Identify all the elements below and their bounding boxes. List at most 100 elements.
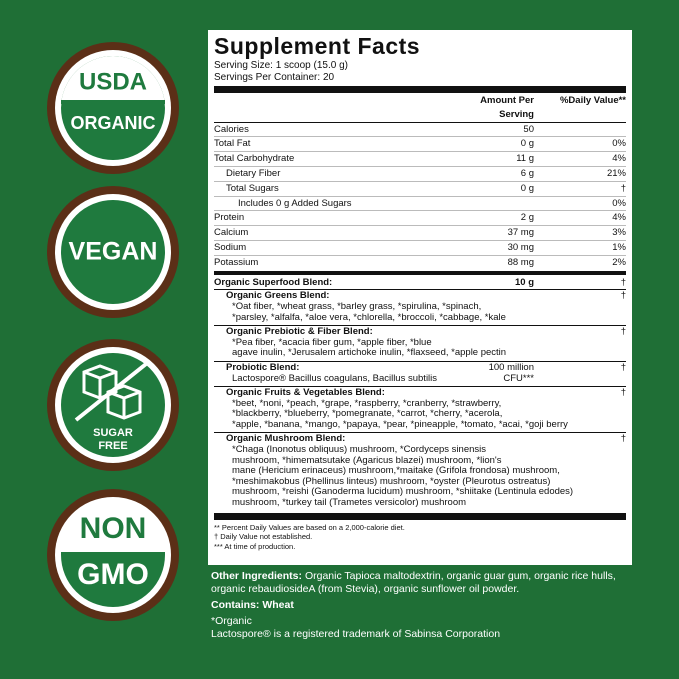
servings: Servings Per Container: 20 <box>214 72 335 83</box>
nutrient-name: Calories <box>214 123 249 135</box>
badge-text: GMO <box>77 558 149 591</box>
sub-blend-top: Organic Fruits & Vegetables Blend: † <box>214 388 626 399</box>
ingredient-line: mane (Hericium erinaceus) mushroom,*mait… <box>232 465 560 477</box>
sub-blend: Organic Prebiotic & Fiber Blend: † *Pea fi… <box>214 325 626 361</box>
contains: Contains: Wheat <box>211 599 294 611</box>
panel-title: Supplement Facts <box>214 33 421 59</box>
ingredient-line: Lactospore® Bacillus coagulans, Bacillus… <box>232 372 438 384</box>
sub-blend-left: Organic Prebiotic & Fiber Blend: <box>214 327 444 338</box>
sub-blend-amount <box>444 327 534 338</box>
nutrient-amount: 50 <box>523 123 534 135</box>
rule <box>214 270 626 275</box>
nutrient-dv: 0% <box>612 138 626 150</box>
nutrient-row: Total Carbohydrate 11 g 4% <box>214 151 626 166</box>
blend-dv: † <box>620 276 626 288</box>
nutrient-amount: 0 g <box>520 182 534 194</box>
ingredient-line: mushroom, *turkey tail (Trametes versico… <box>232 497 467 509</box>
ingredient-line: agave inulin, *Jerusalem artichoke inuli… <box>232 347 507 359</box>
sub-blend-top: Organic Prebiotic & Fiber Blend: † <box>214 327 626 338</box>
nutrient-amount: 6 g <box>520 167 534 179</box>
nutrient-name: Includes 0 g Added Sugars <box>238 197 352 209</box>
sub-blend-top: Organic Mushroom Blend: † <box>214 434 626 445</box>
other-info: Other Ingredients: Organic Tapioca malto… <box>211 570 641 644</box>
nutrient-name: Total Fat <box>214 138 251 150</box>
usda-badge: USDA ORGANIC <box>47 42 179 174</box>
nutrient-name: Calcium <box>214 227 249 239</box>
sub-blend: Organic Fruits & Vegetables Blend: † *beet… <box>214 386 626 432</box>
nutrient-row: Total Fat 0 g 0% <box>214 136 626 151</box>
nutrient-name: Total Carbohydrate <box>214 153 295 165</box>
nutrient-dv: 21% <box>606 167 626 179</box>
nutrient-list: Calories 50 Total Fat 0 g 0% Total Carbohydra… <box>214 123 626 270</box>
sub-blend-name: Organic Fruits & Vegetables Blend: <box>226 387 385 399</box>
footnote: † Daily Value not established. <box>214 532 313 542</box>
nutrient-dv: 0% <box>612 197 626 209</box>
footnote: ** Percent Daily Values are based on a 2… <box>214 522 405 532</box>
ingredient-line: *Chaga (Inonotus obliquus) mushroom, *Co… <box>232 444 486 456</box>
ingredient-line: *parsley, *alfalfa, *aloe vera, *chlorel… <box>232 311 506 323</box>
badge-text: FREE <box>98 440 127 452</box>
footnotes: ** Percent Daily Values are based on a 2… <box>214 521 626 552</box>
text: Organic Tapioca maltodextrin, organic gu… <box>211 570 616 595</box>
nutrient-row: Protein 2 g 4% <box>214 210 626 225</box>
sub-blend-top: Probiotic Blend: Lactospore® Bacillus coa… <box>214 361 626 384</box>
sub-blend-dv: † <box>620 361 626 373</box>
amount-line: 100 million <box>488 361 534 373</box>
ingredient-line: *Pea fiber, *acacia fiber gum, *apple fi… <box>232 336 432 348</box>
nutrient-amount: 11 g <box>516 153 534 165</box>
ingredient-line: *apple, *banana, *mango, *papaya, *pear,… <box>232 418 568 430</box>
thick-rule <box>214 86 626 93</box>
nutrient-row: Calcium 37 mg 3% <box>214 225 626 240</box>
nutrient-name: Potassium <box>214 256 259 268</box>
nutrient-dv: 2% <box>612 256 626 268</box>
header-row: Amount Per Serving %Daily Value** <box>214 94 626 123</box>
sub-blend-dv: † <box>620 290 626 302</box>
ingredient-line: *beet, *noni, *peach, *grape, *raspberry… <box>232 397 502 409</box>
sub-blend-top: Organic Greens Blend: † <box>214 291 626 302</box>
sub-blend-name: Organic Mushroom Blend: <box>226 433 346 445</box>
blend-row: Organic Superfood Blend: 10 g † <box>214 276 626 290</box>
blend-list: Organic Superfood Blend: 10 g † Organic Gre… <box>214 276 626 511</box>
trademark: Lactospore® is a registered trademark of… <box>211 628 501 640</box>
sub-blend-dv: † <box>620 326 626 338</box>
sub-blend-name: Organic Prebiotic & Fiber Blend: <box>226 326 373 338</box>
sub-blend-amount: 100 million CFU*** <box>444 361 534 384</box>
nutrient-dv: 3% <box>612 227 626 239</box>
ingredient-line: mushroom, *himematsutake (Agaricus blaze… <box>232 454 502 466</box>
sub-blend: Organic Greens Blend: † *Oat fiber, *wheat… <box>214 289 626 325</box>
nutrient-amount: 2 g <box>520 212 534 224</box>
nutrient-dv: † <box>620 182 626 194</box>
nutrient-dv: 1% <box>612 241 626 253</box>
nutrient-row: Potassium 88 mg 2% <box>214 254 626 270</box>
sub-blend-left: Organic Mushroom Blend: <box>214 434 444 445</box>
thick-rule <box>214 512 626 520</box>
nutrient-amount: 0 g <box>520 138 534 150</box>
nutrient-row: Dietary Fiber 6 g 21% <box>214 165 626 181</box>
dv-header: %Daily Value** <box>559 95 626 106</box>
amount-header: Amount Per Serving <box>480 95 534 120</box>
badge-text: SUGAR <box>93 427 133 439</box>
ingredient-line: mushroom, *reishi (Ganoderma lucidum) mu… <box>232 486 574 498</box>
supplement-facts-panel: Supplement Facts Serving Size: 1 scoop (… <box>208 30 632 565</box>
nutrient-name: Dietary Fiber <box>226 167 281 179</box>
sugar-free-badge: SUGAR FREE <box>47 339 179 471</box>
badge-text: USDA <box>79 68 147 95</box>
ingredient-line: *blackberry, *blueberry, *pomegranate, *… <box>232 408 503 420</box>
nutrient-row: Includes 0 g Added Sugars 0% <box>214 195 626 211</box>
blend-name: Organic Superfood Blend: <box>214 276 333 288</box>
nutrient-dv: 4% <box>612 212 626 224</box>
nutrient-amount: 37 mg <box>507 227 534 239</box>
nutrient-row: Calories 50 <box>214 123 626 137</box>
sub-blend-left: Organic Greens Blend: <box>214 291 444 302</box>
nutrient-dv <box>534 123 626 137</box>
sub-blend-name: Probiotic Blend: <box>226 361 300 373</box>
ingredient-line: *Oat fiber, *wheat grass, *barley grass,… <box>232 300 482 312</box>
non-gmo-badge: NON GMO <box>47 489 179 621</box>
badges: USDA ORGANIC VEGAN SUGAR FREE NON GMO <box>47 42 179 621</box>
blend-amount: 10 g <box>514 276 534 288</box>
nutrient-amount: 88 mg <box>507 256 534 268</box>
sub-blend-left: Probiotic Blend: Lactospore® Bacillus coa… <box>214 361 444 384</box>
nutrient-amount <box>444 197 534 211</box>
badge-text: ORGANIC <box>71 113 156 133</box>
